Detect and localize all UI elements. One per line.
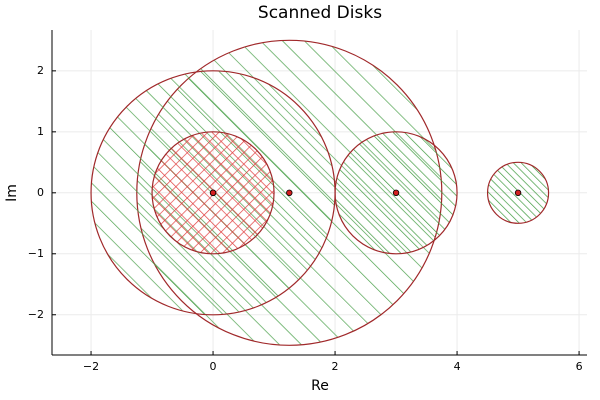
y-axis-label: Im (4, 184, 20, 202)
x-tick-label: 6 (576, 360, 583, 373)
disk-center (286, 189, 293, 197)
y-tick-label: −1 (28, 247, 44, 260)
x-tick-label: 4 (454, 360, 461, 373)
y-tick-label: −2 (28, 308, 44, 321)
x-axis-label: Re (311, 378, 329, 394)
disk-center (392, 189, 400, 197)
disk-center (209, 189, 217, 197)
x-tick-label: 2 (332, 360, 339, 373)
chart-title: Scanned Disks (258, 3, 382, 23)
y-tick-label: 1 (37, 125, 44, 138)
x-tick-label: 0 (210, 360, 217, 373)
y-tick-label: 0 (37, 186, 44, 199)
x-tick-label: −2 (83, 360, 99, 373)
disk-center (514, 189, 522, 197)
y-tick-label: 2 (37, 64, 44, 77)
